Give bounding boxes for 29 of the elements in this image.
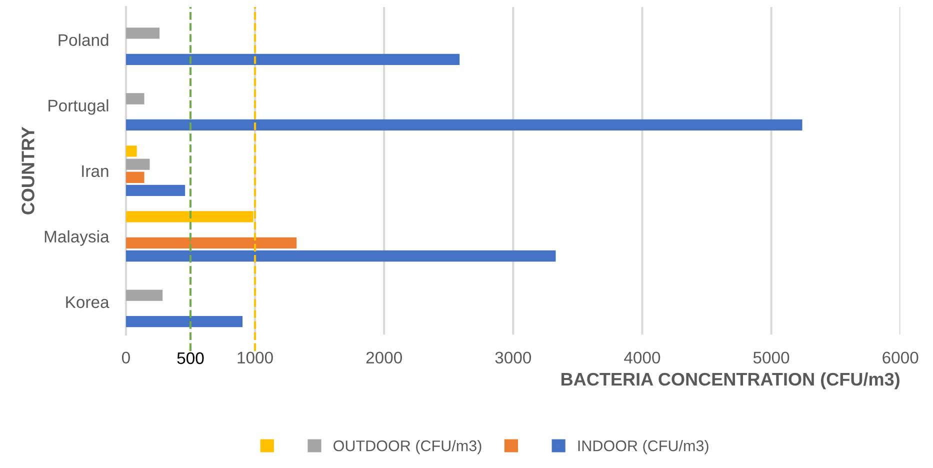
- bar: [126, 28, 160, 39]
- x-tick-label: 2000: [366, 352, 402, 364]
- y-tick-label: Malaysia: [44, 230, 110, 246]
- x-tick-label: 4000: [624, 352, 660, 364]
- x-tick-label: 6000: [882, 352, 918, 364]
- ref-line-label: 500: [177, 352, 204, 364]
- bar: [126, 316, 242, 328]
- y-tick-label: Portugal: [48, 99, 108, 115]
- y-tick-label: Korea: [66, 296, 110, 308]
- legend-label: INDOOR (CFU/m3): [578, 440, 708, 454]
- bar: [126, 158, 150, 170]
- x-tick-label: 1000: [238, 352, 273, 364]
- bar: [126, 146, 137, 157]
- bar: [126, 172, 144, 183]
- y-axis-title: COUNTRY: [22, 126, 34, 214]
- x-tick-label: 0: [122, 352, 130, 364]
- bar: [126, 290, 163, 301]
- bar: [126, 250, 556, 262]
- bar: [126, 93, 144, 104]
- bar: [126, 54, 460, 66]
- x-axis-title: BACTERIA CONCENTRATION (CFU/m3): [562, 372, 900, 390]
- bar: [126, 237, 297, 248]
- bar: [126, 184, 186, 196]
- y-tick-label: Iran: [82, 165, 108, 178]
- x-tick-label: 5000: [753, 352, 790, 364]
- bar: [126, 119, 802, 131]
- y-tick-label: Poland: [58, 34, 108, 46]
- legend-label: OUTDOOR (CFU/m3): [334, 440, 482, 454]
- x-tick-label: 3000: [495, 352, 532, 364]
